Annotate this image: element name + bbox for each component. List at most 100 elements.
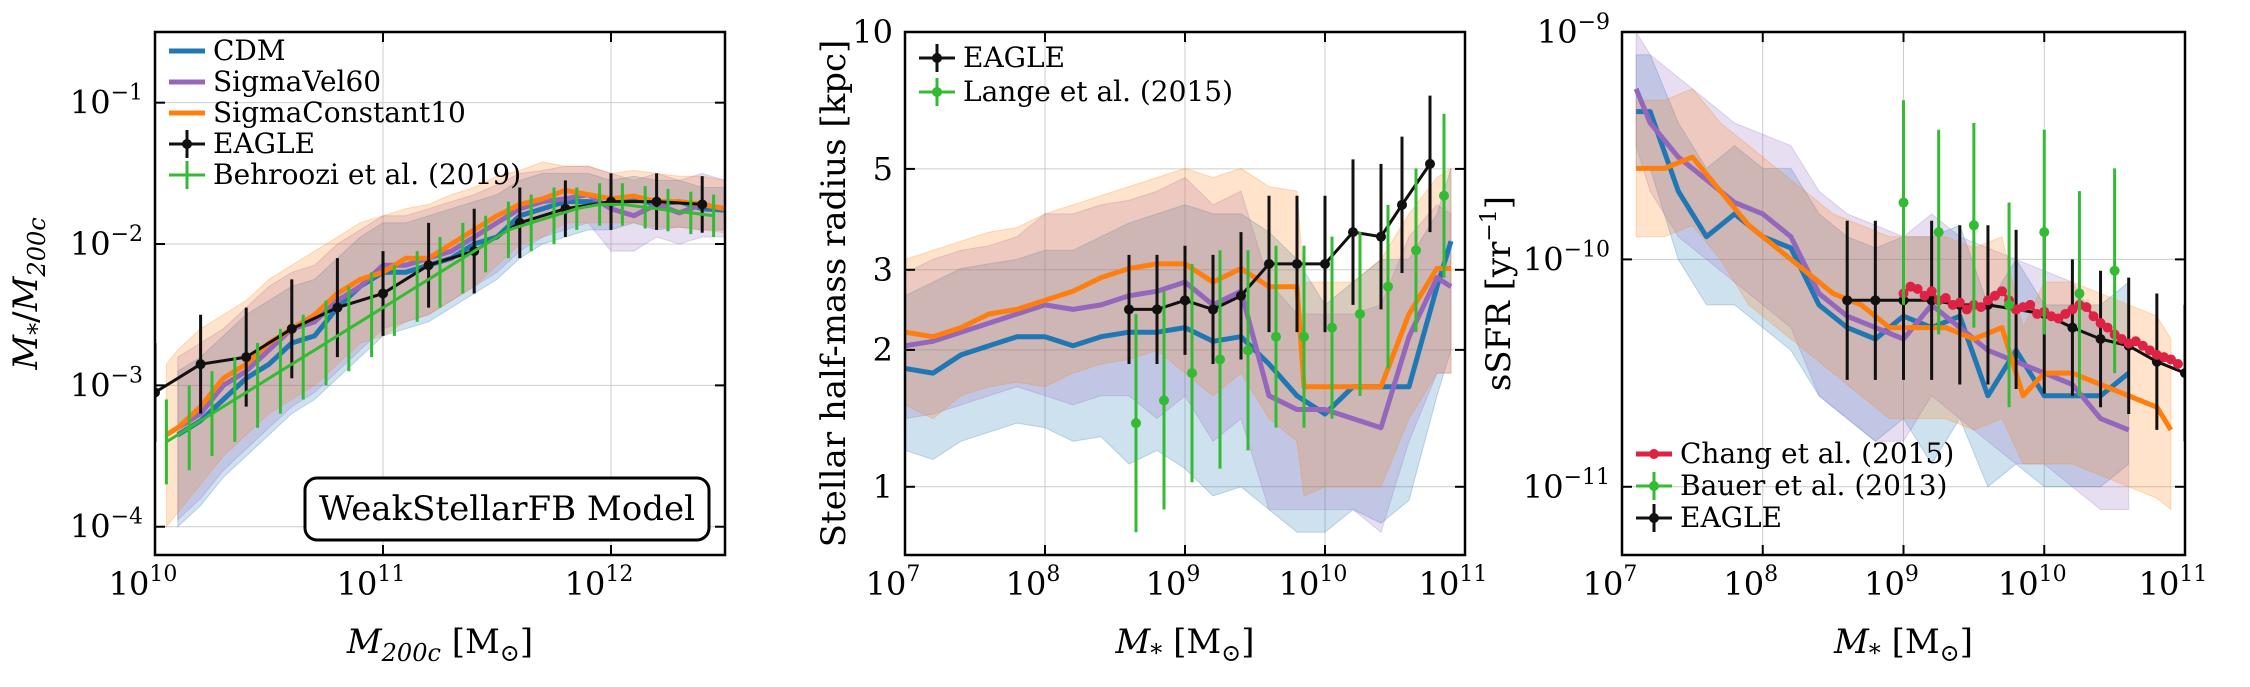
y-tick-base: 10 bbox=[70, 508, 111, 546]
y-tick-exp: −11 bbox=[1564, 465, 1610, 490]
y-tick-base: 10 bbox=[70, 225, 111, 263]
x-tick-exp: 10 bbox=[2039, 562, 2067, 587]
y-tick-base: 10 bbox=[70, 84, 111, 122]
marker-eagle bbox=[241, 352, 252, 363]
y-label-numerator-sub: * bbox=[23, 323, 51, 335]
legend-marker-lange-et-al-2015- bbox=[932, 87, 942, 97]
marker-eagle bbox=[1292, 258, 1302, 269]
marker-lange-et-al-2015- bbox=[1327, 322, 1337, 333]
y-tick-exp: −4 bbox=[111, 505, 143, 530]
x-tick-exp: 10 bbox=[1319, 562, 1347, 587]
marker-lange-et-al-2015- bbox=[1187, 368, 1197, 379]
y-label-numerator: M bbox=[6, 334, 46, 371]
marker-bauer-et-al-2013- bbox=[2109, 265, 2120, 276]
x-tick-label: 1012 bbox=[565, 562, 634, 603]
y-label-denominator-sub: 200c bbox=[23, 217, 51, 277]
band-sigmavel60 bbox=[1635, 32, 2130, 510]
x-tick-base: 10 bbox=[1279, 565, 1320, 603]
y-label-denominator: M bbox=[6, 275, 46, 312]
x-tick-exp: 7 bbox=[1623, 562, 1637, 587]
marker-bauer-et-al-2013- bbox=[1968, 220, 1979, 231]
line-sigmavel60 bbox=[176, 192, 725, 430]
x-tick-label: 1011 bbox=[2139, 562, 2208, 603]
marker-bauer-et-al-2013- bbox=[2074, 288, 2085, 299]
x-tick-base: 10 bbox=[109, 565, 150, 603]
y-tick-exp: −1 bbox=[111, 81, 143, 106]
x-tick-base: 10 bbox=[866, 565, 907, 603]
marker-eagle bbox=[1208, 304, 1218, 315]
model-label-box bbox=[303, 476, 711, 542]
x-tick-exp: 8 bbox=[1046, 562, 1060, 587]
x-axis-label: M200c [M⊙] bbox=[346, 622, 533, 667]
y-tick-base: 10 bbox=[1523, 468, 1564, 506]
y-tick-label: 1 bbox=[873, 468, 893, 506]
marker-eagle bbox=[286, 323, 297, 334]
marker-eagle bbox=[1376, 231, 1386, 242]
y-tick-value: 3 bbox=[873, 251, 893, 289]
marker-lange-et-al-2015- bbox=[1299, 331, 1309, 342]
x-tick-label: 1010 bbox=[109, 562, 178, 603]
marker-lange-et-al-2015- bbox=[1271, 331, 1281, 342]
plot-area bbox=[155, 161, 725, 529]
marker-eagle bbox=[332, 302, 343, 313]
x-label-unit-close: ] bbox=[520, 622, 533, 662]
band-sigmavel60 bbox=[905, 176, 1452, 534]
marker-bauer-et-al-2013- bbox=[1898, 197, 1909, 208]
marker-eagle bbox=[1264, 258, 1274, 269]
legend-label-eagle: EAGLE bbox=[1680, 501, 1782, 534]
legend-label-behroozi-et-al-2019-: Behroozi et al. (2019) bbox=[213, 158, 521, 191]
marker-lange-et-al-2015- bbox=[1383, 281, 1393, 292]
marker-eagle bbox=[1152, 304, 1162, 315]
marker-lange-et-al-2015- bbox=[1159, 395, 1169, 406]
legend-label-lange-et-al-2015-: Lange et al. (2015) bbox=[963, 75, 1233, 108]
line-sigmaconstant10 bbox=[905, 261, 1451, 390]
x-tick-base: 10 bbox=[1864, 565, 1905, 603]
x-tick-base: 10 bbox=[565, 565, 606, 603]
x-label-subscript: * bbox=[1150, 639, 1162, 667]
marker-eagle bbox=[378, 288, 388, 299]
marker-eagle bbox=[1348, 227, 1358, 238]
model-label: WeakStellarFB Model bbox=[319, 489, 695, 529]
marker-lange-et-al-2015- bbox=[1439, 190, 1449, 201]
x-tick-label: 107 bbox=[866, 562, 921, 603]
x-tick-label: 109 bbox=[1864, 562, 1919, 603]
y-tick-label: 10−10 bbox=[1523, 237, 1610, 278]
x-label-unit-sub: ⊙ bbox=[1221, 639, 1241, 667]
marker-eagle bbox=[1236, 290, 1246, 301]
marker-lange-et-al-2015- bbox=[1355, 308, 1365, 319]
x-label-symbol: M bbox=[1833, 622, 1870, 662]
marker-lange-et-al-2015- bbox=[1243, 345, 1253, 356]
y-tick-base: 10 bbox=[1537, 13, 1578, 51]
x-tick-label: 1010 bbox=[1279, 562, 1348, 603]
marker-chang-et-al-2015- bbox=[1975, 302, 1986, 313]
y-tick-label: 10−9 bbox=[1537, 10, 1610, 51]
band-cdm bbox=[1635, 54, 2130, 488]
legend-label-eagle: EAGLE bbox=[963, 41, 1065, 74]
y-tick-value: 2 bbox=[873, 331, 893, 369]
legend-marker-eagle bbox=[1649, 513, 1659, 523]
legend: Chang et al. (2015)Bauer et al. (2013)EA… bbox=[1636, 437, 1954, 534]
marker-chang-et-al-2015- bbox=[2025, 299, 2036, 310]
x-tick-label: 1010 bbox=[1998, 562, 2067, 603]
x-tick-base: 10 bbox=[1146, 565, 1187, 603]
marker-eagle bbox=[1870, 295, 1881, 306]
y-tick-exp: −10 bbox=[1564, 237, 1610, 262]
marker-lange-et-al-2015- bbox=[1411, 245, 1421, 256]
y-tick-label: 3 bbox=[873, 251, 893, 289]
x-tick-label: 108 bbox=[1006, 562, 1061, 603]
legend: CDMSigmaVel60SigmaConstant10EAGLEBehrooz… bbox=[169, 34, 521, 191]
x-tick-base: 10 bbox=[1583, 565, 1624, 603]
x-tick-base: 10 bbox=[337, 565, 378, 603]
marker-bauer-et-al-2013- bbox=[2039, 227, 2050, 238]
x-tick-exp: 11 bbox=[377, 562, 405, 587]
y-label-exp: −1 bbox=[1477, 209, 1502, 241]
y-tick-label: 5 bbox=[873, 150, 893, 188]
legend-label-eagle: EAGLE bbox=[213, 127, 315, 160]
x-tick-exp: 10 bbox=[149, 562, 177, 587]
marker-lange-et-al-2015- bbox=[1215, 354, 1225, 365]
x-tick-base: 10 bbox=[1723, 565, 1764, 603]
